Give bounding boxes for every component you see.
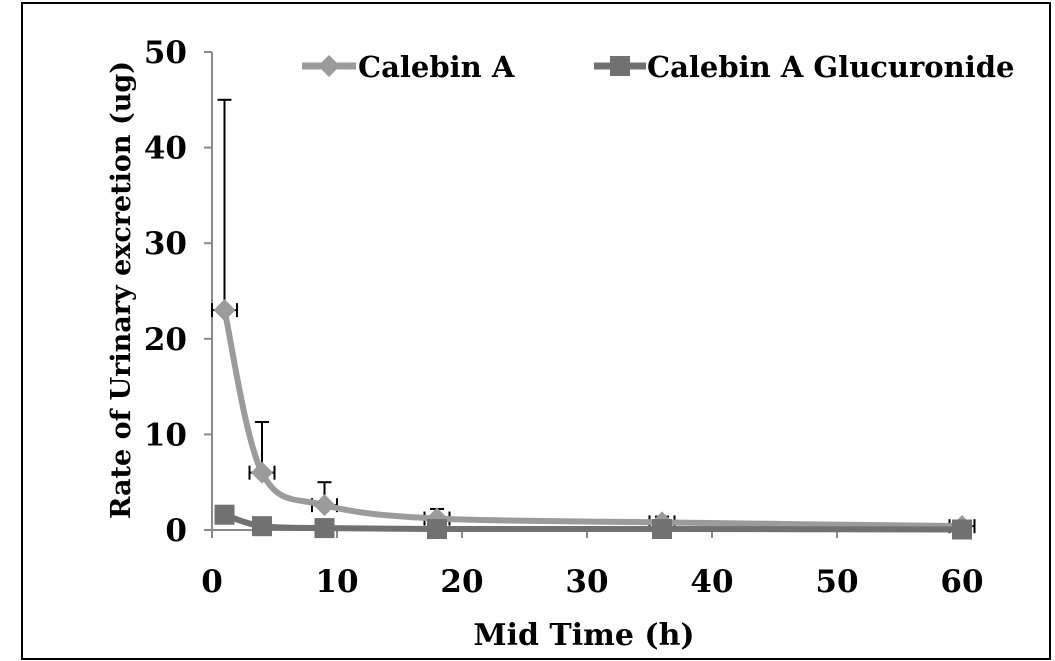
data-point-square: [427, 519, 447, 540]
x-tick-label: 0: [201, 564, 223, 600]
data-point-square: [214, 504, 235, 525]
data-point-diamond: [313, 494, 336, 517]
x-tick-label: 60: [940, 564, 983, 600]
legend-item-series-0: Calebin A: [302, 50, 515, 84]
y-tick-label: 0: [165, 513, 187, 549]
y-tick-label: 10: [144, 417, 187, 453]
data-point-square: [952, 519, 972, 540]
x-tick-label: 30: [565, 564, 608, 600]
ticks: 0 10 20 30 40 50 60 0 10 20 30 40 50: [144, 35, 984, 600]
series: [213, 299, 973, 540]
y-axis-title: Rate of Urinary excretion (ug): [106, 61, 137, 519]
y-tick-label: 40: [144, 131, 187, 167]
y-tick-label: 20: [144, 322, 187, 358]
data-point-diamond: [213, 299, 236, 322]
square-marker-icon: [610, 56, 630, 76]
y-tick-label: 50: [144, 35, 187, 71]
x-axis-title: Mid Time (h): [473, 618, 694, 653]
y-tick-label: 30: [144, 226, 187, 262]
x-tick-label: 50: [815, 564, 858, 600]
chart-border: [21, 2, 1051, 660]
data-point-diamond: [251, 461, 273, 484]
legend-label-series-1: Calebin A Glucuronide: [647, 50, 1014, 84]
legend-item-series-1: Calebin A Glucuronide: [594, 50, 1014, 84]
x-tick-label: 10: [315, 564, 358, 600]
legend: Calebin A Calebin A Glucuronide: [302, 50, 1014, 84]
data-point-square: [652, 519, 672, 540]
legend-label-series-0: Calebin A: [358, 50, 515, 84]
diamond-marker-icon: [318, 55, 340, 77]
data-point-square: [252, 516, 272, 537]
data-point-square: [314, 518, 335, 539]
x-tick-label: 20: [440, 564, 483, 600]
x-tick-label: 40: [690, 564, 733, 600]
